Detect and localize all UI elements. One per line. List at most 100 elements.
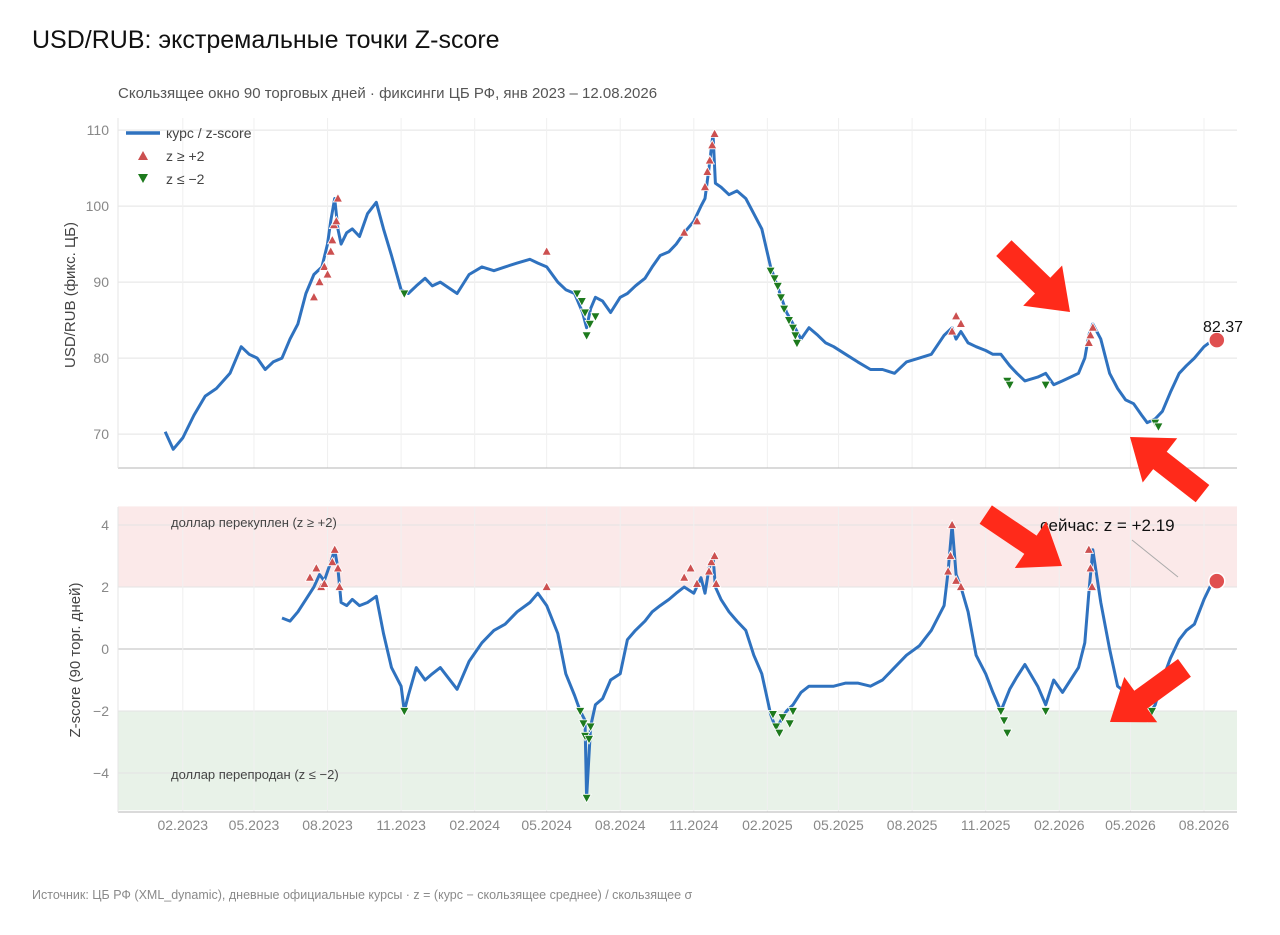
chart-title: USD/RUB: экстремальные точки Z-score	[32, 26, 500, 54]
marker-low	[584, 319, 596, 330]
x-tick-label: 08.2026	[1179, 817, 1230, 833]
x-tick-label: 11.2023	[376, 817, 426, 833]
marker-low	[767, 710, 779, 720]
marker-low	[791, 338, 803, 349]
band-label-overbought: доллар перекуплен (z ≥ +2)	[171, 515, 337, 530]
legend: курс / z-score z ≥ +2 z ≤ −2	[126, 125, 252, 187]
x-tick-label: 11.2025	[961, 817, 1011, 833]
x-tick-label: 08.2025	[887, 817, 938, 833]
marker-low	[571, 289, 583, 300]
y-tick-label: 2	[101, 579, 109, 595]
marker-high	[704, 154, 716, 165]
highlight-arrows	[979, 240, 1210, 723]
marker-high	[706, 556, 717, 567]
legend-label-line: курс / z-score	[166, 125, 252, 141]
marker-high	[950, 574, 962, 585]
marker-low	[1004, 380, 1015, 391]
marker-high	[691, 578, 703, 588]
marker-high	[709, 128, 720, 138]
marker-high	[946, 325, 958, 336]
last-price-label: 82.37	[1203, 319, 1243, 336]
marker-low	[770, 722, 782, 733]
z-bands	[118, 506, 1237, 811]
y-tick-label: 110	[87, 122, 110, 138]
x-tick-label: 02.2023	[157, 817, 208, 833]
marker-high	[308, 291, 320, 302]
axes: 70 80 90 100 110 4 2 0 −2 −4 02.2023 05.2023 08.2023…	[86, 118, 1237, 833]
legend-low-swatch	[138, 174, 148, 183]
series-line-zscore	[281, 523, 1215, 800]
marker-high	[332, 192, 344, 203]
current-z-leader	[1131, 539, 1179, 578]
marker-high	[314, 276, 325, 287]
marker-low	[783, 316, 795, 326]
x-tick-label: 02.2024	[449, 817, 500, 833]
marker-low	[583, 735, 595, 745]
marker-high	[319, 261, 330, 271]
legend-label-high: z ≥ +2	[166, 148, 205, 164]
marker-high	[945, 550, 956, 560]
x-tick-label: 05.2023	[229, 817, 280, 833]
marker-low	[1040, 380, 1051, 391]
band-label-oversold: доллар перепродан (z ≤ −2)	[171, 767, 339, 782]
marker-low	[579, 308, 591, 319]
last-price-dot	[1208, 331, 1226, 349]
x-tick-label: 05.2025	[813, 817, 864, 833]
marker-low	[1002, 728, 1013, 739]
marker-high	[1083, 337, 1095, 347]
marker-low	[787, 323, 799, 334]
marker-low	[576, 297, 588, 307]
legend-label-low: z ≤ −2	[166, 171, 205, 187]
marker-low	[590, 312, 601, 323]
legend-high-swatch	[138, 151, 148, 160]
source-note: Источник: ЦБ РФ (XML_dynamic), дневные о…	[32, 888, 693, 902]
marker-high	[311, 562, 322, 573]
marker-high	[541, 245, 552, 256]
marker-high	[678, 226, 690, 237]
marker-high	[319, 578, 330, 588]
marker-low	[772, 281, 784, 292]
marker-high	[1085, 329, 1096, 340]
marker-high	[955, 581, 967, 591]
marker-low	[777, 713, 788, 724]
y-tick-label: −4	[93, 765, 109, 781]
chart-subtitle: Скользящее окно 90 торговых дней · фикси…	[118, 85, 658, 102]
y-tick-label: 0	[101, 641, 109, 657]
marker-low	[769, 274, 780, 285]
marker-high	[946, 519, 958, 529]
marker-low	[581, 331, 592, 342]
marker-low	[399, 289, 410, 300]
marker-high	[331, 215, 342, 226]
annotations	[1208, 331, 1226, 590]
marker-low	[581, 793, 592, 804]
marker-high	[327, 234, 338, 245]
y-tick-label: 90	[93, 274, 109, 290]
y-tick-label: −2	[93, 703, 109, 719]
marker-high	[709, 550, 720, 560]
marker-high	[541, 581, 552, 591]
marker-low	[784, 719, 796, 730]
marker-low	[578, 719, 589, 730]
marker-high	[304, 571, 316, 582]
marker-high	[699, 181, 711, 192]
marker-low	[998, 716, 1010, 727]
x-tick-label: 02.2026	[1034, 817, 1085, 833]
current-z-label: сейчас: z = +2.19	[1040, 516, 1175, 535]
extreme-markers	[304, 128, 1164, 804]
marker-low	[765, 266, 776, 277]
gridlines	[118, 118, 1237, 812]
marker-low	[399, 707, 410, 717]
marker-high	[322, 268, 333, 279]
marker-low	[790, 331, 801, 342]
marker-high	[329, 543, 341, 554]
marker-high	[685, 562, 696, 573]
x-tick-label: 08.2024	[595, 817, 646, 833]
series-lines	[163, 132, 1215, 800]
marker-low	[1146, 707, 1158, 717]
marker-low	[995, 707, 1007, 717]
marker-high	[1087, 321, 1099, 332]
y-tick-label: 70	[93, 426, 109, 442]
x-tick-label: 05.2026	[1105, 817, 1156, 833]
current-z-dot	[1208, 572, 1226, 590]
